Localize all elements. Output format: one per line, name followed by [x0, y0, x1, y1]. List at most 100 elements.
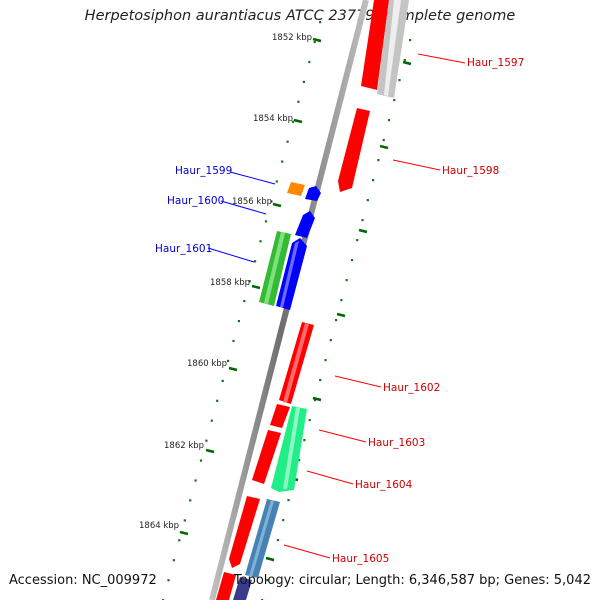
genome-title: Herpetosiphon aurantiacus ATCC 23779, co… — [84, 8, 516, 24]
gene-label-haur-1597[interactable]: Haur_1597 — [467, 57, 524, 69]
scale-dot — [313, 40, 316, 44]
gene-bottom-red[interactable] — [216, 572, 236, 600]
scale-dot — [387, 119, 391, 122]
scale-dot — [356, 239, 359, 242]
scale-dot — [340, 299, 343, 302]
tick-mark-1852 — [312, 37, 322, 43]
scale-dot — [291, 120, 295, 123]
callout-haur-1598 — [392, 159, 441, 171]
scale-dot — [248, 280, 251, 283]
gene-haur-1597[interactable] — [361, 0, 409, 98]
scale-dot — [393, 99, 396, 102]
scale-dot — [178, 539, 181, 542]
scale-dot — [398, 79, 401, 82]
tick-mark-outer-7 — [265, 556, 275, 562]
scale-dot — [172, 559, 175, 562]
callout-haur-1599 — [229, 171, 276, 185]
scale-dot — [286, 140, 289, 143]
tick-label-1858: 1858 kbp — [210, 278, 250, 288]
gene-bottom-navy[interactable] — [233, 577, 252, 600]
callout-haur-1603 — [318, 429, 367, 443]
gene-label-haur-1599[interactable]: Haur_1599 — [175, 165, 232, 177]
gene-haur-1605[interactable] — [245, 499, 280, 578]
scale-dot — [308, 60, 311, 64]
scale-dot — [189, 499, 192, 502]
scale-dot — [199, 459, 203, 462]
scale-dot — [194, 479, 197, 482]
gene-haur-1602[interactable] — [279, 322, 314, 404]
scale-dot — [254, 260, 257, 263]
scale-dot — [275, 180, 278, 183]
scale-dot — [266, 579, 269, 582]
callout-haur-1602 — [334, 375, 382, 388]
gene-haur-1600[interactable] — [295, 211, 315, 238]
tick-mark-outer-5 — [312, 396, 322, 402]
scale-dot — [270, 200, 273, 203]
scale-dot — [372, 179, 375, 182]
tick-mark-outer-3 — [358, 228, 368, 234]
gene-label-haur-1600[interactable]: Haur_1600 — [167, 195, 224, 207]
gene-haur-1605-red[interactable] — [229, 496, 260, 568]
scale-dot — [264, 220, 268, 223]
scale-dot — [243, 300, 246, 303]
gene-haur-1603-red[interactable] — [270, 404, 290, 428]
scale-dot — [313, 399, 317, 402]
scale-dot — [297, 100, 300, 103]
scale-dot — [221, 379, 224, 382]
gene-haur-1601[interactable] — [276, 238, 307, 310]
gene-haur-1598[interactable] — [338, 108, 370, 192]
scale-dot — [281, 160, 284, 163]
scale-dot — [167, 579, 170, 582]
scale-dot — [335, 319, 338, 322]
callout-haur-1601 — [207, 247, 255, 263]
gene-label-haur-1604[interactable]: Haur_1604 — [355, 479, 413, 491]
scale-dot — [377, 159, 380, 162]
gene-haur-1603[interactable] — [271, 406, 307, 492]
gene-haur-1601-green[interactable] — [259, 231, 291, 306]
scale-dot — [361, 219, 364, 222]
scale-dot — [237, 320, 240, 323]
scale-dot — [298, 459, 301, 462]
scale-dot — [227, 359, 230, 362]
tick-mark-outer-4 — [336, 312, 346, 318]
gene-label-haur-1602[interactable]: Haur_1602 — [383, 382, 440, 394]
scale-dot — [308, 419, 311, 422]
scale-dot — [329, 339, 332, 342]
gene-haur-1604[interactable] — [252, 430, 281, 484]
scale-dot — [232, 339, 235, 343]
scale-dot — [409, 39, 412, 42]
scale-dot — [319, 21, 322, 24]
topology-text: Topology: circular; Length: 6,346,587 bp… — [233, 573, 591, 588]
callout-haur-1605 — [283, 544, 331, 559]
scale-dot — [350, 259, 354, 262]
gene-label-haur-1601[interactable]: Haur_1601 — [155, 243, 212, 255]
scale-dot — [366, 199, 369, 202]
gene-label-haur-1605[interactable]: Haur_1605 — [332, 553, 389, 565]
tick-mark-1856 — [272, 202, 282, 208]
callout-haur-1597 — [417, 53, 466, 64]
tick-label-1864: 1864 kbp — [139, 521, 179, 531]
tick-label-1860: 1860 kbp — [187, 359, 227, 369]
tick-label-1854: 1854 kbp — [253, 114, 293, 124]
callout-haur-1604 — [306, 470, 354, 485]
scale-dot — [302, 80, 305, 83]
tick-mark-1862 — [205, 448, 215, 454]
callout-haur-1600 — [220, 200, 267, 215]
tick-label-1862: 1862 kbp — [164, 441, 204, 451]
scale-dot — [303, 439, 306, 442]
scale-dot — [319, 379, 322, 382]
scale-dot — [345, 279, 348, 282]
gene-haur-1599[interactable] — [305, 186, 321, 201]
tick-mark-1860 — [228, 366, 238, 372]
scale-dot — [205, 439, 208, 442]
gene-label-haur-1603[interactable]: Haur_1603 — [368, 437, 425, 449]
tick-mark-outer-2 — [379, 144, 389, 150]
gene-label-haur-1598[interactable]: Haur_1598 — [442, 165, 499, 177]
scale-dot — [282, 519, 285, 522]
scale-dot — [403, 59, 406, 62]
tick-mark-1858 — [251, 284, 261, 290]
scale-dot — [287, 499, 290, 502]
gene-haur-1599-orange[interactable] — [287, 182, 305, 196]
tick-label-1856: 1856 kbp — [232, 197, 272, 207]
tick-label-1852: 1852 kbp — [272, 33, 312, 43]
